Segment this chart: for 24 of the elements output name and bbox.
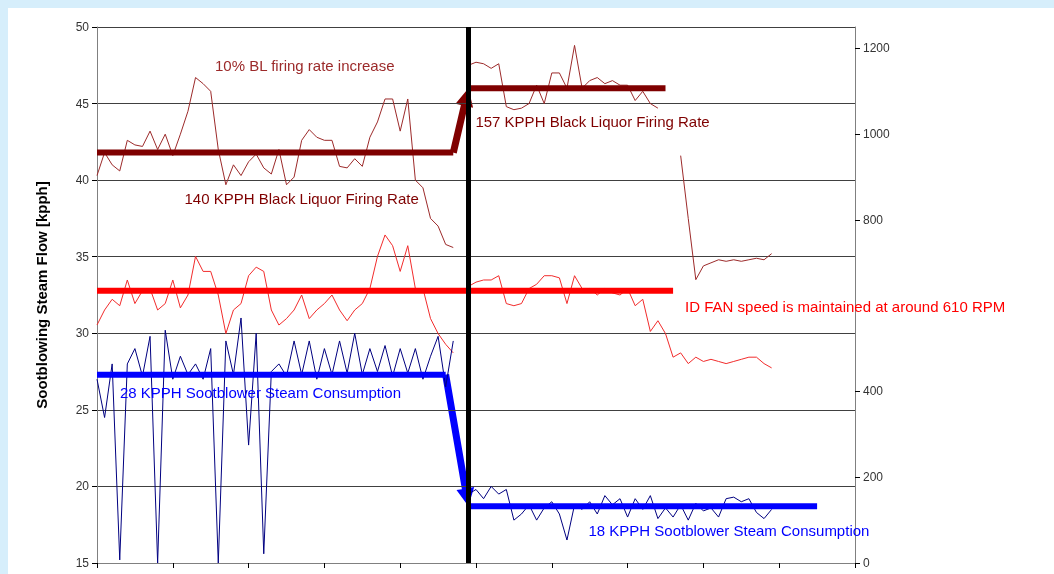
y2-tick-label: 400 [863, 384, 884, 399]
line-series [680, 155, 773, 281]
y-tick-label: 45 [75, 96, 90, 111]
y-tick-label: 35 [75, 249, 90, 264]
series-label: ID FAN speed is maintained at around 610 RPM [685, 298, 1006, 316]
text: 140 KPPH Black Liquor Firing Rate [184, 190, 419, 208]
y2-tick-label: 200 [863, 470, 884, 485]
line-series [96, 317, 454, 564]
y2-tick-label: 1200 [863, 41, 891, 56]
y-tick-label: 50 [75, 20, 90, 34]
y-tick-label: 25 [75, 402, 90, 417]
y2-tick-label: 1000 [863, 127, 891, 142]
y-tick-label: 30 [75, 326, 90, 341]
series-label: 18 KPPH Sootblower Steam Consumption [588, 521, 870, 539]
y2-tick-label: 0 [863, 556, 870, 570]
line-series [96, 234, 454, 354]
y2-tick-label: 800 [863, 212, 884, 227]
y-tick-label: 40 [75, 173, 90, 188]
y-axis-title: Sootblowing Steam Flow [kpph] [33, 181, 50, 409]
y-tick-label: 20 [75, 479, 90, 494]
y-tick-label: 15 [75, 556, 90, 570]
series-label: 157 KPPH Black Liquor Firing Rate [475, 112, 710, 130]
line-series [96, 77, 454, 249]
annotation: 10% BL firing rate increase [215, 57, 395, 74]
